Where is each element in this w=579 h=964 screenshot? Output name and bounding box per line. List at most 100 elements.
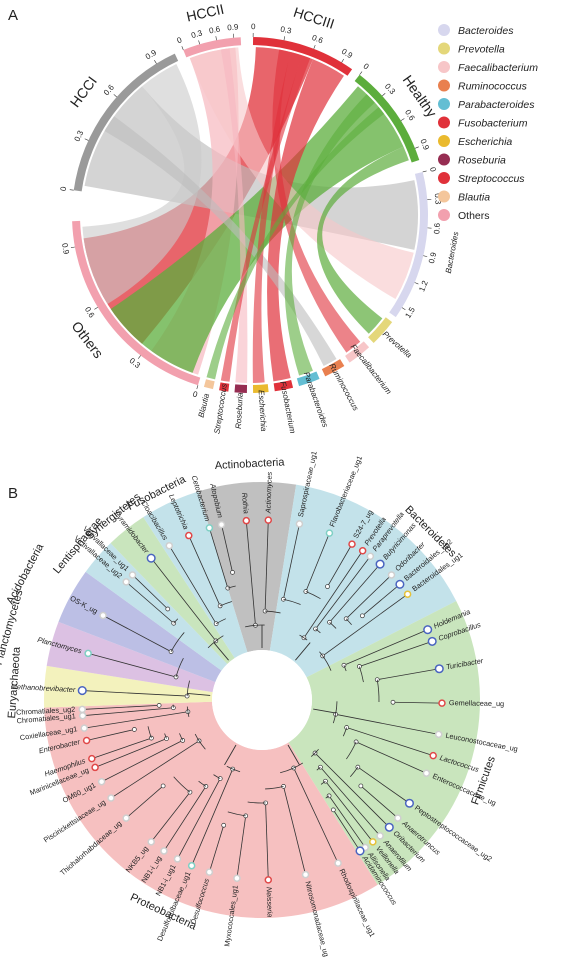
tree-branch (343, 629, 428, 666)
tree-branch (236, 815, 247, 879)
sector-parabacteroides (296, 371, 320, 387)
tree-branch (265, 802, 269, 880)
sector-others (72, 220, 201, 386)
tree-arc (359, 666, 364, 683)
leaf-node-gemellaceae-ug (438, 699, 446, 707)
leaf-node-nitrosomonadaceae-ug (301, 870, 310, 879)
leaf-node-paraprevotella (366, 552, 375, 560)
legend-label-others: Others (458, 210, 490, 222)
sector-label-bacteroides: Bacteroides (444, 231, 461, 274)
tree-arc (173, 776, 191, 793)
leaf-node-thiohalorhabdaceae-ug (122, 814, 130, 822)
tree-arc (376, 679, 380, 703)
tree-branch (163, 786, 207, 852)
tree-arc (332, 714, 337, 724)
tree-branch (86, 729, 135, 741)
leaf-node-prevotella (358, 547, 367, 555)
sector-escherichia (252, 384, 269, 393)
leaf-node-pyramidobacter (146, 553, 156, 563)
tree-arc (245, 624, 256, 628)
tick-label: 0.6 (403, 108, 417, 123)
tree-branch (150, 791, 191, 843)
legend-swatch-parabacteroides (438, 98, 450, 110)
tree-branch (360, 785, 399, 819)
tree-node (230, 570, 235, 575)
tree-arc (175, 658, 184, 678)
tree-branch (305, 532, 330, 592)
axis-tick (341, 58, 344, 63)
leaf-label-neisseria: Neisseria (265, 887, 275, 918)
tree-arc (349, 766, 359, 778)
chord-hcci-others (82, 64, 202, 305)
leaf-node-chromatiales-ug2 (78, 705, 86, 714)
leaf-node-flavobacteriaceae-ug1 (325, 529, 334, 537)
tree-arc (213, 774, 221, 779)
tick-label: 1.2 (417, 279, 430, 293)
tree-node (156, 703, 162, 708)
tree-arc (314, 748, 319, 754)
tree-arc (198, 780, 207, 787)
leaf-node-planctomyces (84, 649, 92, 658)
sector-healthy (354, 74, 420, 163)
leaf-node-odoribacter (387, 571, 396, 579)
leaf-node-om60-ug1 (97, 777, 106, 786)
leaf-node-veillonella (369, 838, 377, 846)
tree-branch (187, 693, 211, 696)
sector-fusobacterium (273, 379, 294, 392)
tree-arc (280, 767, 294, 774)
legend-swatch-ruminococcus (438, 79, 450, 92)
clade-euryarchaeota (43, 665, 213, 708)
phylum-label-actinobacteria: Actinobacteria (215, 456, 286, 472)
sector-label-roseburia: Roseburia (234, 392, 245, 429)
sector-streptococcus (219, 382, 230, 392)
axis-tick (198, 40, 200, 45)
clade-fusobacteria (143, 491, 248, 659)
tree-arc (186, 680, 190, 697)
tree-arc (299, 634, 305, 639)
leaf-node-bacteroidales-ug1 (403, 590, 412, 598)
tree-branch (132, 574, 169, 610)
tree-branch (101, 740, 183, 783)
chord-healthy-parabacteroides (284, 94, 375, 376)
leaf-label-gemellaceae-ug: Gemellaceae_ug (449, 698, 504, 708)
tree-branch (150, 557, 217, 642)
axis-tick (313, 44, 316, 49)
tree-branch (295, 642, 311, 661)
tree-branch (82, 690, 188, 697)
leaf-node-piscirickettsiaceae-ug (107, 794, 115, 802)
tree-branch (245, 520, 256, 626)
tree-branch (333, 809, 361, 852)
leaf-node-nb1-i-ug (160, 847, 168, 855)
legend-label-roseburia: Roseburia (458, 155, 506, 167)
tree-arc (305, 591, 321, 600)
leaf-node-oribacterium (384, 822, 394, 832)
tree-arc (215, 635, 224, 642)
clade-synergistetes (110, 517, 235, 665)
tree-arc (345, 618, 352, 626)
tick-label: 0 (361, 62, 370, 72)
tree-branch (315, 556, 371, 630)
tree-branch (359, 641, 433, 667)
legend-swatch-bacteroides (438, 24, 450, 36)
axis-tick (154, 60, 157, 64)
tree-branch (392, 701, 442, 704)
leaf-node-enterococcaceae-ug (422, 769, 431, 777)
sector-bacteroides (389, 171, 428, 318)
sector-label-hcciii: HCCIII (292, 4, 337, 32)
axis-tick (70, 246, 75, 249)
tick-label: 0.6 (311, 33, 325, 46)
axis-tick (283, 36, 286, 41)
legend-swatch-fusobacterium (438, 116, 450, 129)
tick-label: 0 (59, 185, 69, 191)
sector-blautia (203, 379, 215, 390)
tree-branch (191, 768, 234, 866)
legend-swatch-blautia (438, 190, 450, 203)
tree-branch (224, 744, 237, 766)
leaf-node-desulfobulbaceae-ug1 (187, 861, 196, 870)
tree-branch (177, 778, 221, 860)
leaf-node-saprospiraceae-ug1 (295, 520, 304, 528)
leaf-node-peptostreptococcaceae-ug2 (404, 798, 414, 808)
axis-tick (414, 282, 419, 285)
tick-label: 0.6 (208, 24, 221, 35)
